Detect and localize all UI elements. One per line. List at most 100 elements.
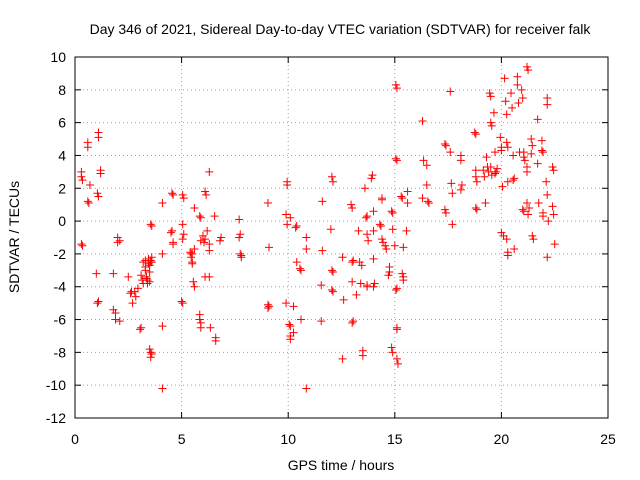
data-point [446,148,455,157]
data-point [491,169,500,178]
y-axis-title: SDTVAR / TECUs [6,181,22,293]
y-tick-label: -2 [54,246,67,262]
data-point [399,243,408,252]
data-point [509,151,518,160]
data-point [327,286,336,295]
data-point [514,98,523,107]
data-point [195,315,204,324]
data-point [457,180,466,189]
data-point [403,187,412,196]
y-tick-label: -4 [54,279,67,295]
data-point [145,345,154,354]
data-point [83,143,92,152]
data-point [362,213,371,222]
data-point [147,350,156,359]
data-point [403,199,412,208]
data-point [496,133,505,142]
y-tick-label: -12 [46,410,66,426]
data-point [210,212,219,221]
data-point [528,141,537,150]
data-point [423,197,432,206]
data-point [190,244,199,253]
data-point [392,284,401,293]
data-point [137,323,146,332]
data-point [524,210,533,219]
data-point [486,162,495,171]
data-point [486,118,495,127]
data-point [385,267,394,276]
data-point [289,302,298,311]
data-point [543,253,552,262]
data-point [376,222,385,231]
data-point [549,210,558,219]
data-points [77,62,559,393]
data-point [522,167,531,176]
axis-ticks: 0 5 10 15 20 25 -12 -10 -8 -6 -4 -2 0 2 4 6 8 10 [46,49,616,447]
data-point [355,258,364,267]
data-point [201,187,210,196]
y-tick-label: 0 [58,213,66,229]
data-point [189,277,198,286]
data-point [440,139,449,148]
data-point [186,248,195,257]
data-point [538,148,547,157]
data-point [370,279,379,288]
data-point [479,166,488,175]
data-point [392,156,401,165]
data-point [472,177,481,186]
data-point [328,267,337,276]
data-point [500,74,509,83]
data-point [499,231,508,240]
data-point [77,240,86,249]
data-point [326,225,335,234]
data-point [487,121,496,130]
data-point [327,172,336,181]
data-point [489,108,498,117]
data-point [543,190,552,199]
data-point [96,169,105,178]
data-point [302,244,311,253]
data-point [198,231,207,240]
data-point [391,80,400,89]
data-point [158,249,167,258]
data-point [144,259,153,268]
data-point [283,180,292,189]
data-point [349,256,358,265]
data-point [347,200,356,209]
data-point [292,222,301,231]
data-point [402,226,411,235]
data-point [399,276,408,285]
data-point [446,87,455,96]
data-point [168,189,177,198]
data-point [265,243,274,252]
data-point [115,236,124,245]
data-point [388,225,397,234]
data-point [369,226,378,235]
data-point [286,335,295,344]
data-point [139,258,148,267]
data-point [472,205,481,214]
data-point [513,80,522,89]
data-point [503,251,512,260]
data-point [493,164,502,173]
data-point [550,240,559,249]
x-axis-title: GPS time / hours [288,457,395,473]
data-point [187,253,196,262]
data-point [485,89,494,98]
data-point [529,235,538,244]
data-point [115,317,124,326]
data-point [538,212,547,221]
y-tick-label: -10 [46,377,66,393]
data-point [327,266,336,275]
grid-lines [75,57,608,418]
data-point [471,203,480,212]
data-point [388,348,397,357]
data-point [147,253,156,262]
data-point [349,317,358,326]
data-point [378,195,387,204]
data-point [286,322,295,331]
data-point [94,297,103,306]
data-point [440,205,449,214]
data-point [196,236,205,245]
